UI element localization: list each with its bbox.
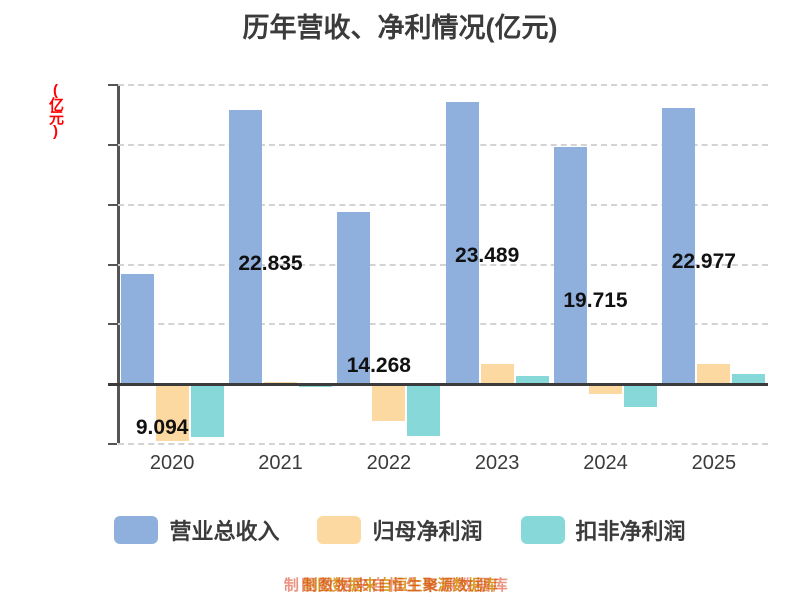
bar[interactable]: [732, 373, 766, 384]
bar[interactable]: [372, 383, 406, 422]
bar[interactable]: [445, 102, 479, 384]
bar[interactable]: [697, 363, 731, 384]
bar-value-label: 9.094: [135, 416, 189, 440]
bar[interactable]: [589, 383, 622, 395]
bar[interactable]: [155, 383, 189, 442]
grid-line: [118, 143, 768, 146]
x-tick-label: 2022: [366, 452, 412, 474]
legend-item[interactable]: 营业总收入: [114, 514, 279, 546]
grid-line: [118, 323, 768, 326]
legend-label: 营业总收入: [169, 519, 280, 544]
legend-swatch: [114, 516, 159, 544]
bar-value-label: 19.715: [563, 289, 628, 313]
x-tick-label: 2023: [474, 452, 520, 474]
y-tick-mark: [108, 84, 117, 86]
y-tick-mark: [108, 203, 117, 206]
bar[interactable]: [515, 375, 549, 384]
bar-value-label: 22.835: [238, 251, 303, 275]
legend-label: 归母净利润: [372, 519, 483, 544]
bar[interactable]: [229, 109, 262, 384]
footer-source-overlay-text: 制图数据来自恒生聚源数据库: [283, 577, 511, 594]
plot-area: [108, 84, 768, 445]
bar[interactable]: [120, 274, 154, 384]
legend-item[interactable]: 归母净利润: [317, 514, 483, 546]
bar-value-label: 14.268: [346, 354, 411, 378]
bar[interactable]: [337, 212, 371, 384]
grid-line: [118, 263, 768, 266]
bar[interactable]: [407, 383, 441, 437]
bar-value-label: 23.489: [455, 244, 520, 268]
y-tick-mark: [108, 323, 117, 326]
bar[interactable]: [190, 383, 224, 437]
legend-label: 扣非净利润: [575, 519, 686, 544]
bar[interactable]: [480, 364, 514, 384]
y-axis-title: (亿元): [47, 82, 64, 138]
legend-swatch: [317, 516, 362, 544]
bar-value-label: 22.977: [671, 250, 736, 274]
bar[interactable]: [264, 381, 297, 384]
chart-legend: 营业总收入 归母净利润 扣非净利润: [0, 514, 800, 546]
x-tick-label: 2021: [258, 452, 303, 474]
legend-item[interactable]: 扣非净利润: [520, 514, 686, 546]
x-tick-label: 2020: [149, 452, 195, 474]
footer-source-text: 制图数据来自恒生聚源数据库: [302, 577, 498, 594]
bar[interactable]: [554, 147, 587, 384]
x-tick-label: 2025: [691, 452, 737, 474]
y-tick-mark: [108, 263, 117, 266]
x-tick-label: 2024: [583, 452, 628, 474]
grid-line: [118, 84, 768, 86]
y-tick-mark: [108, 443, 117, 445]
bar[interactable]: [662, 108, 696, 384]
grid-line: [118, 203, 768, 206]
zero-line: [108, 383, 768, 387]
legend-swatch: [520, 516, 565, 544]
grid-line: [118, 443, 768, 445]
y-tick-mark: [108, 143, 117, 146]
bar[interactable]: [624, 383, 657, 408]
chart-title: 历年营收、净利情况(亿元): [242, 13, 558, 43]
